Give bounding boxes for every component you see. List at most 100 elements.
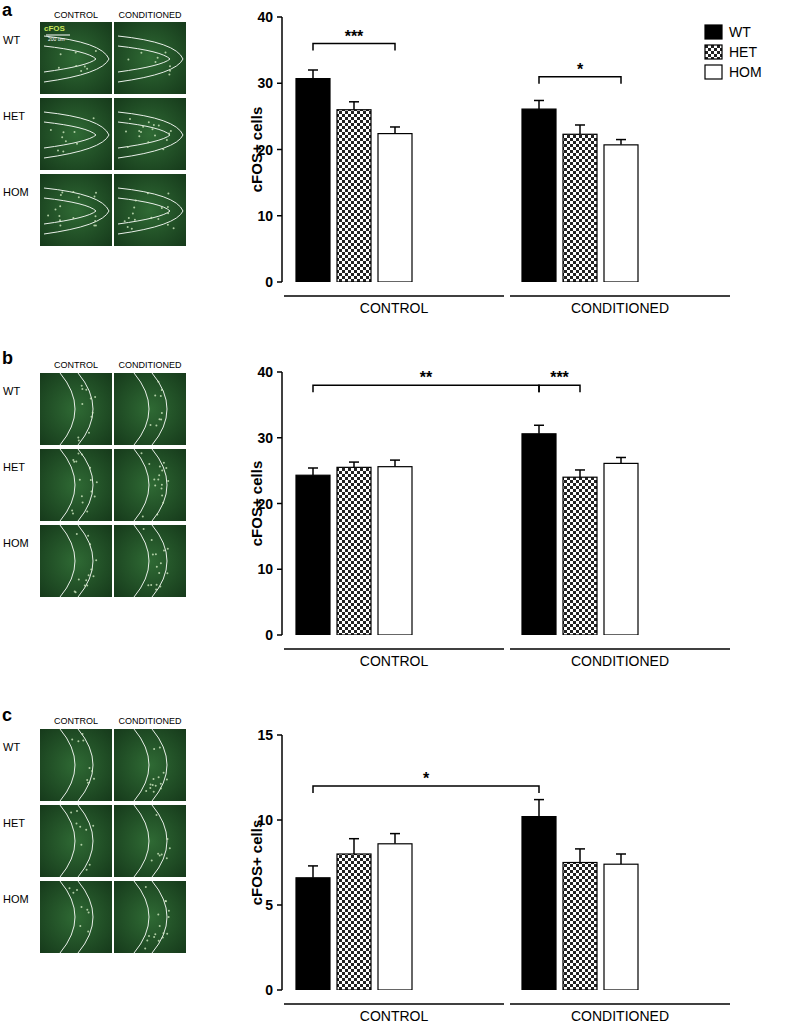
bar	[378, 467, 412, 635]
outline	[152, 805, 167, 877]
cell-dot	[160, 395, 162, 397]
error-bar	[394, 460, 396, 467]
cell-dot	[167, 206, 169, 208]
cell-dot	[138, 135, 140, 137]
y-tick-label: 10	[257, 208, 273, 224]
cell-dot	[127, 59, 129, 61]
cell-dot	[57, 150, 59, 152]
cell-dot	[70, 812, 72, 814]
cell-dot	[163, 550, 165, 552]
outline	[78, 881, 93, 953]
y-tick-label: 10	[257, 561, 273, 577]
cell-dot	[151, 539, 153, 541]
cell-dot	[162, 148, 164, 150]
cell-dot	[168, 74, 170, 76]
cell-dot	[63, 131, 65, 133]
cell-dot	[153, 479, 155, 481]
micrograph	[114, 881, 186, 953]
cell-dot	[140, 131, 142, 133]
cell-dot	[131, 228, 133, 230]
cell-dot	[152, 553, 154, 555]
bar	[522, 817, 556, 990]
cell-dot	[145, 790, 147, 792]
cell-dot	[88, 574, 90, 576]
image-column-label: CONTROL	[54, 360, 98, 370]
micrograph-bg	[114, 98, 186, 170]
panel-label: b	[2, 348, 13, 368]
outline	[118, 46, 170, 72]
image-row-label: HOM	[3, 186, 29, 198]
micrograph-bg	[40, 525, 112, 597]
cell-dot	[58, 215, 60, 217]
cell-dot	[79, 826, 81, 828]
cell-dot	[160, 562, 162, 564]
group-line	[284, 1003, 504, 1005]
cell-dot	[61, 136, 63, 138]
outline	[44, 112, 109, 158]
cell-dot	[79, 479, 81, 481]
error-bar	[312, 866, 314, 878]
error-bar	[620, 140, 622, 145]
cell-dot	[93, 778, 95, 780]
micrograph-bg	[114, 449, 186, 521]
cell-dot	[166, 933, 168, 935]
image-column-label: CONDITIONED	[119, 10, 183, 20]
group-line	[510, 1003, 730, 1005]
cell-dot	[78, 453, 80, 455]
cell-dot	[159, 586, 161, 588]
cell-dot	[76, 810, 78, 812]
error-cap	[308, 69, 318, 71]
cell-dot	[90, 397, 92, 399]
y-tick	[277, 503, 282, 505]
outline	[60, 729, 75, 801]
y-tick	[277, 149, 282, 151]
cell-dot	[81, 454, 83, 456]
cell-dot	[82, 733, 84, 735]
outline	[78, 525, 93, 597]
legend-swatch	[705, 65, 722, 79]
cell-dot	[169, 70, 171, 72]
cell-dot	[95, 50, 97, 52]
micrograph	[40, 98, 112, 170]
cell-dot	[77, 740, 79, 742]
cell-dot	[72, 513, 74, 515]
cell-dot	[167, 480, 169, 482]
cell-dot	[150, 784, 152, 786]
error-cap	[349, 838, 359, 840]
cell-dot	[84, 585, 86, 587]
cell-dot	[142, 126, 144, 128]
image-row-label: HET	[3, 461, 25, 473]
y-tick-label: 15	[257, 727, 273, 743]
cell-dot	[92, 825, 94, 827]
cell-dot	[161, 389, 163, 391]
significance-label: *	[423, 770, 430, 787]
y-tick	[277, 904, 282, 906]
cell-dot	[87, 535, 89, 537]
cell-dot	[156, 584, 158, 586]
error-bar	[620, 854, 622, 864]
cell-dot	[72, 191, 74, 193]
cell-dot	[161, 412, 163, 414]
cell-dot	[69, 887, 71, 889]
micrograph	[114, 373, 186, 445]
cell-dot	[152, 128, 154, 130]
cell-dot	[161, 488, 163, 490]
significance-label: ***	[550, 369, 569, 386]
error-bar	[353, 462, 355, 467]
error-bar	[538, 100, 540, 109]
cell-dot	[62, 151, 64, 153]
cell-dot	[155, 61, 157, 63]
cell-dot	[75, 52, 77, 54]
error-bar	[579, 125, 581, 134]
bar	[296, 878, 330, 990]
error-bar	[353, 839, 355, 854]
cell-dot	[154, 933, 156, 935]
outline	[134, 881, 149, 953]
image-row-label: HOM	[3, 537, 29, 549]
micrograph-bg	[40, 174, 112, 246]
y-tick-label: 30	[257, 75, 273, 91]
error-cap	[534, 799, 544, 801]
significance-bracket	[539, 77, 621, 84]
cell-dot	[77, 437, 79, 439]
cell-dot	[133, 206, 135, 208]
